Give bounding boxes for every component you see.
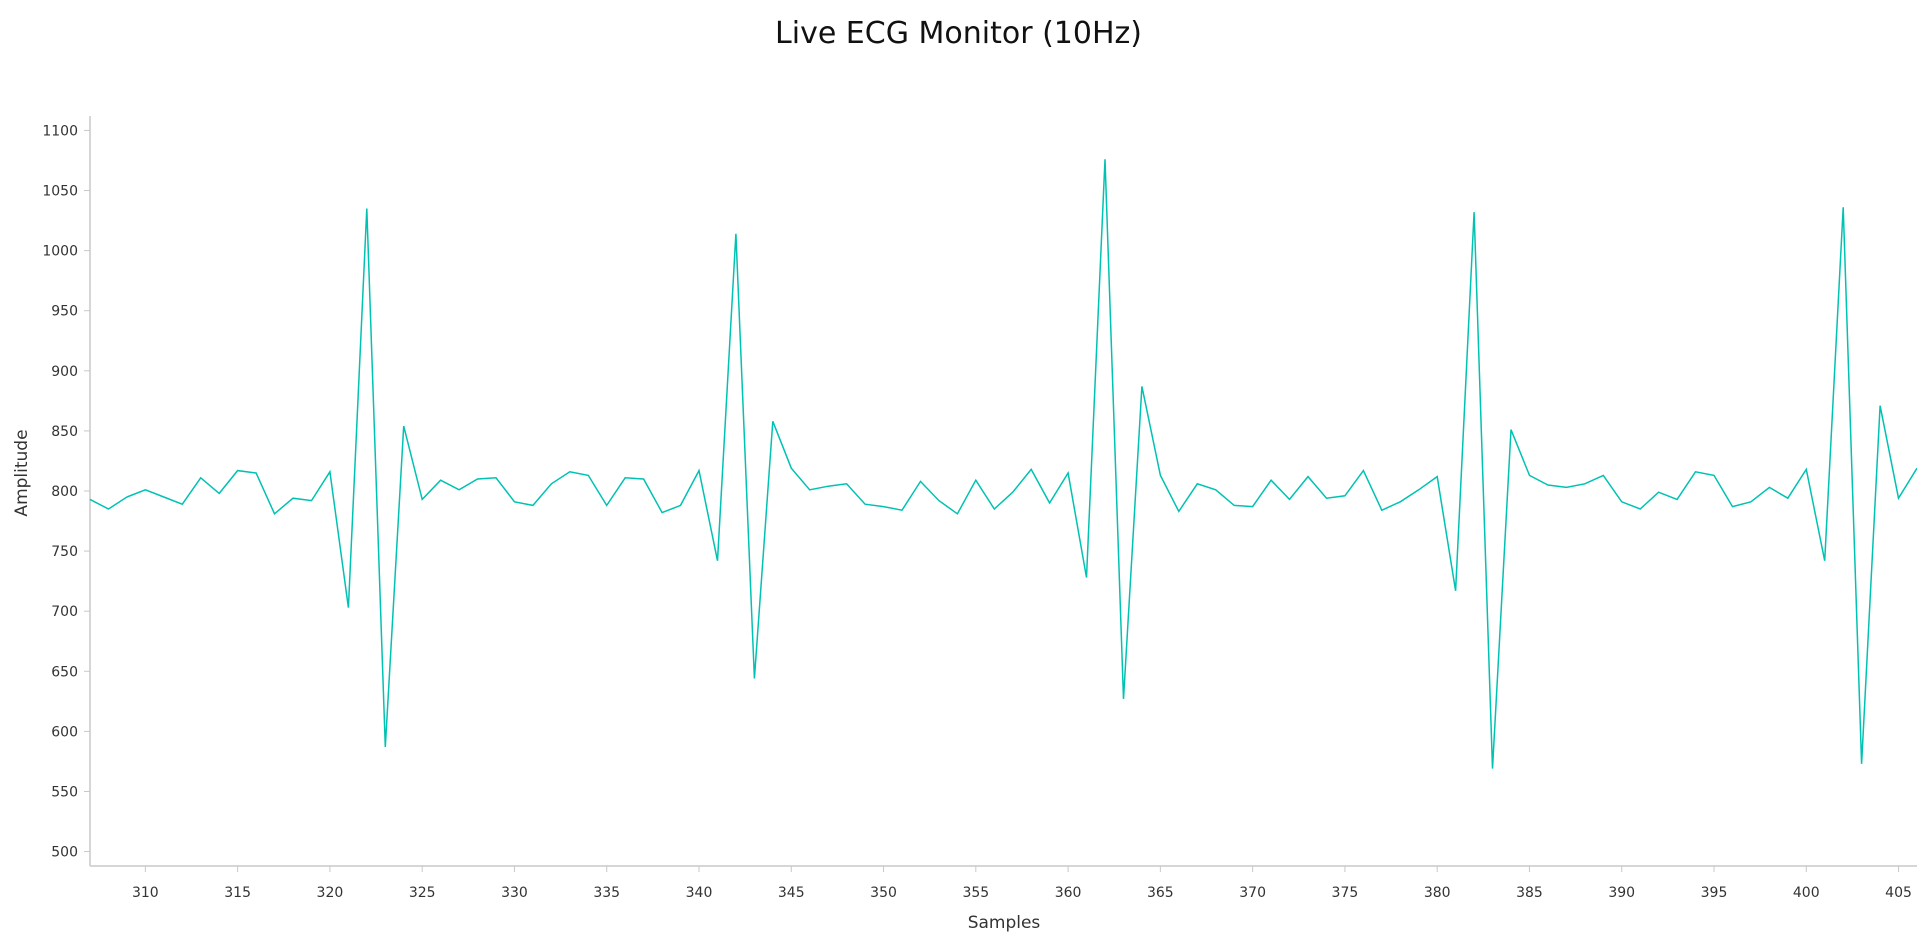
y-tick-label: 1000	[42, 244, 78, 260]
x-tick-label: 315	[224, 885, 251, 901]
y-tick-label: 950	[51, 304, 78, 320]
x-tick-label: 335	[593, 885, 620, 901]
ecg-series-line	[89, 159, 1917, 769]
y-tick-label: 750	[51, 544, 78, 560]
x-tick-label: 405	[1885, 885, 1912, 901]
y-tick-label: 850	[51, 424, 78, 440]
x-tick-label: 365	[1147, 885, 1174, 901]
x-tick-label: 330	[501, 885, 528, 901]
x-tick-label: 370	[1239, 885, 1266, 901]
x-tick-label: 390	[1608, 885, 1635, 901]
x-tick-label: 345	[778, 885, 805, 901]
y-tick-label: 700	[51, 604, 78, 620]
plot-area	[89, 159, 1917, 769]
x-tick-label: 385	[1516, 885, 1543, 901]
x-tick-label: 395	[1701, 885, 1728, 901]
x-tick-label: 360	[1055, 885, 1082, 901]
x-tick-label: 380	[1424, 885, 1451, 901]
y-tick-label: 1100	[42, 123, 78, 139]
x-tick-label: 375	[1332, 885, 1359, 901]
y-tick-label: 900	[51, 364, 78, 380]
x-axis: 310 315 320 325 330 335 340 345 350 355 360 365 370 3…	[90, 865, 1917, 901]
x-tick-label: 355	[962, 885, 989, 901]
chart-title: Live ECG Monitor (10Hz)	[775, 16, 1142, 51]
y-tick-label: 500	[51, 845, 78, 861]
y-axis: 500 550 600 650 700 750 800 850 900 950 1000 1050 11…	[42, 116, 91, 866]
x-tick-label: 320	[317, 885, 344, 901]
y-tick-label: 1050	[42, 184, 78, 200]
y-tick-label: 600	[51, 724, 78, 740]
y-tick-label: 550	[51, 784, 78, 800]
x-tick-label: 400	[1793, 885, 1820, 901]
y-tick-label: 800	[51, 484, 78, 500]
x-tick-label: 310	[132, 885, 159, 901]
x-tick-label: 325	[409, 885, 436, 901]
x-tick-label: 340	[686, 885, 713, 901]
y-axis-title: Amplitude	[12, 429, 32, 516]
x-axis-title: Samples	[968, 913, 1041, 933]
y-tick-label: 650	[51, 664, 78, 680]
x-tick-label: 350	[870, 885, 897, 901]
